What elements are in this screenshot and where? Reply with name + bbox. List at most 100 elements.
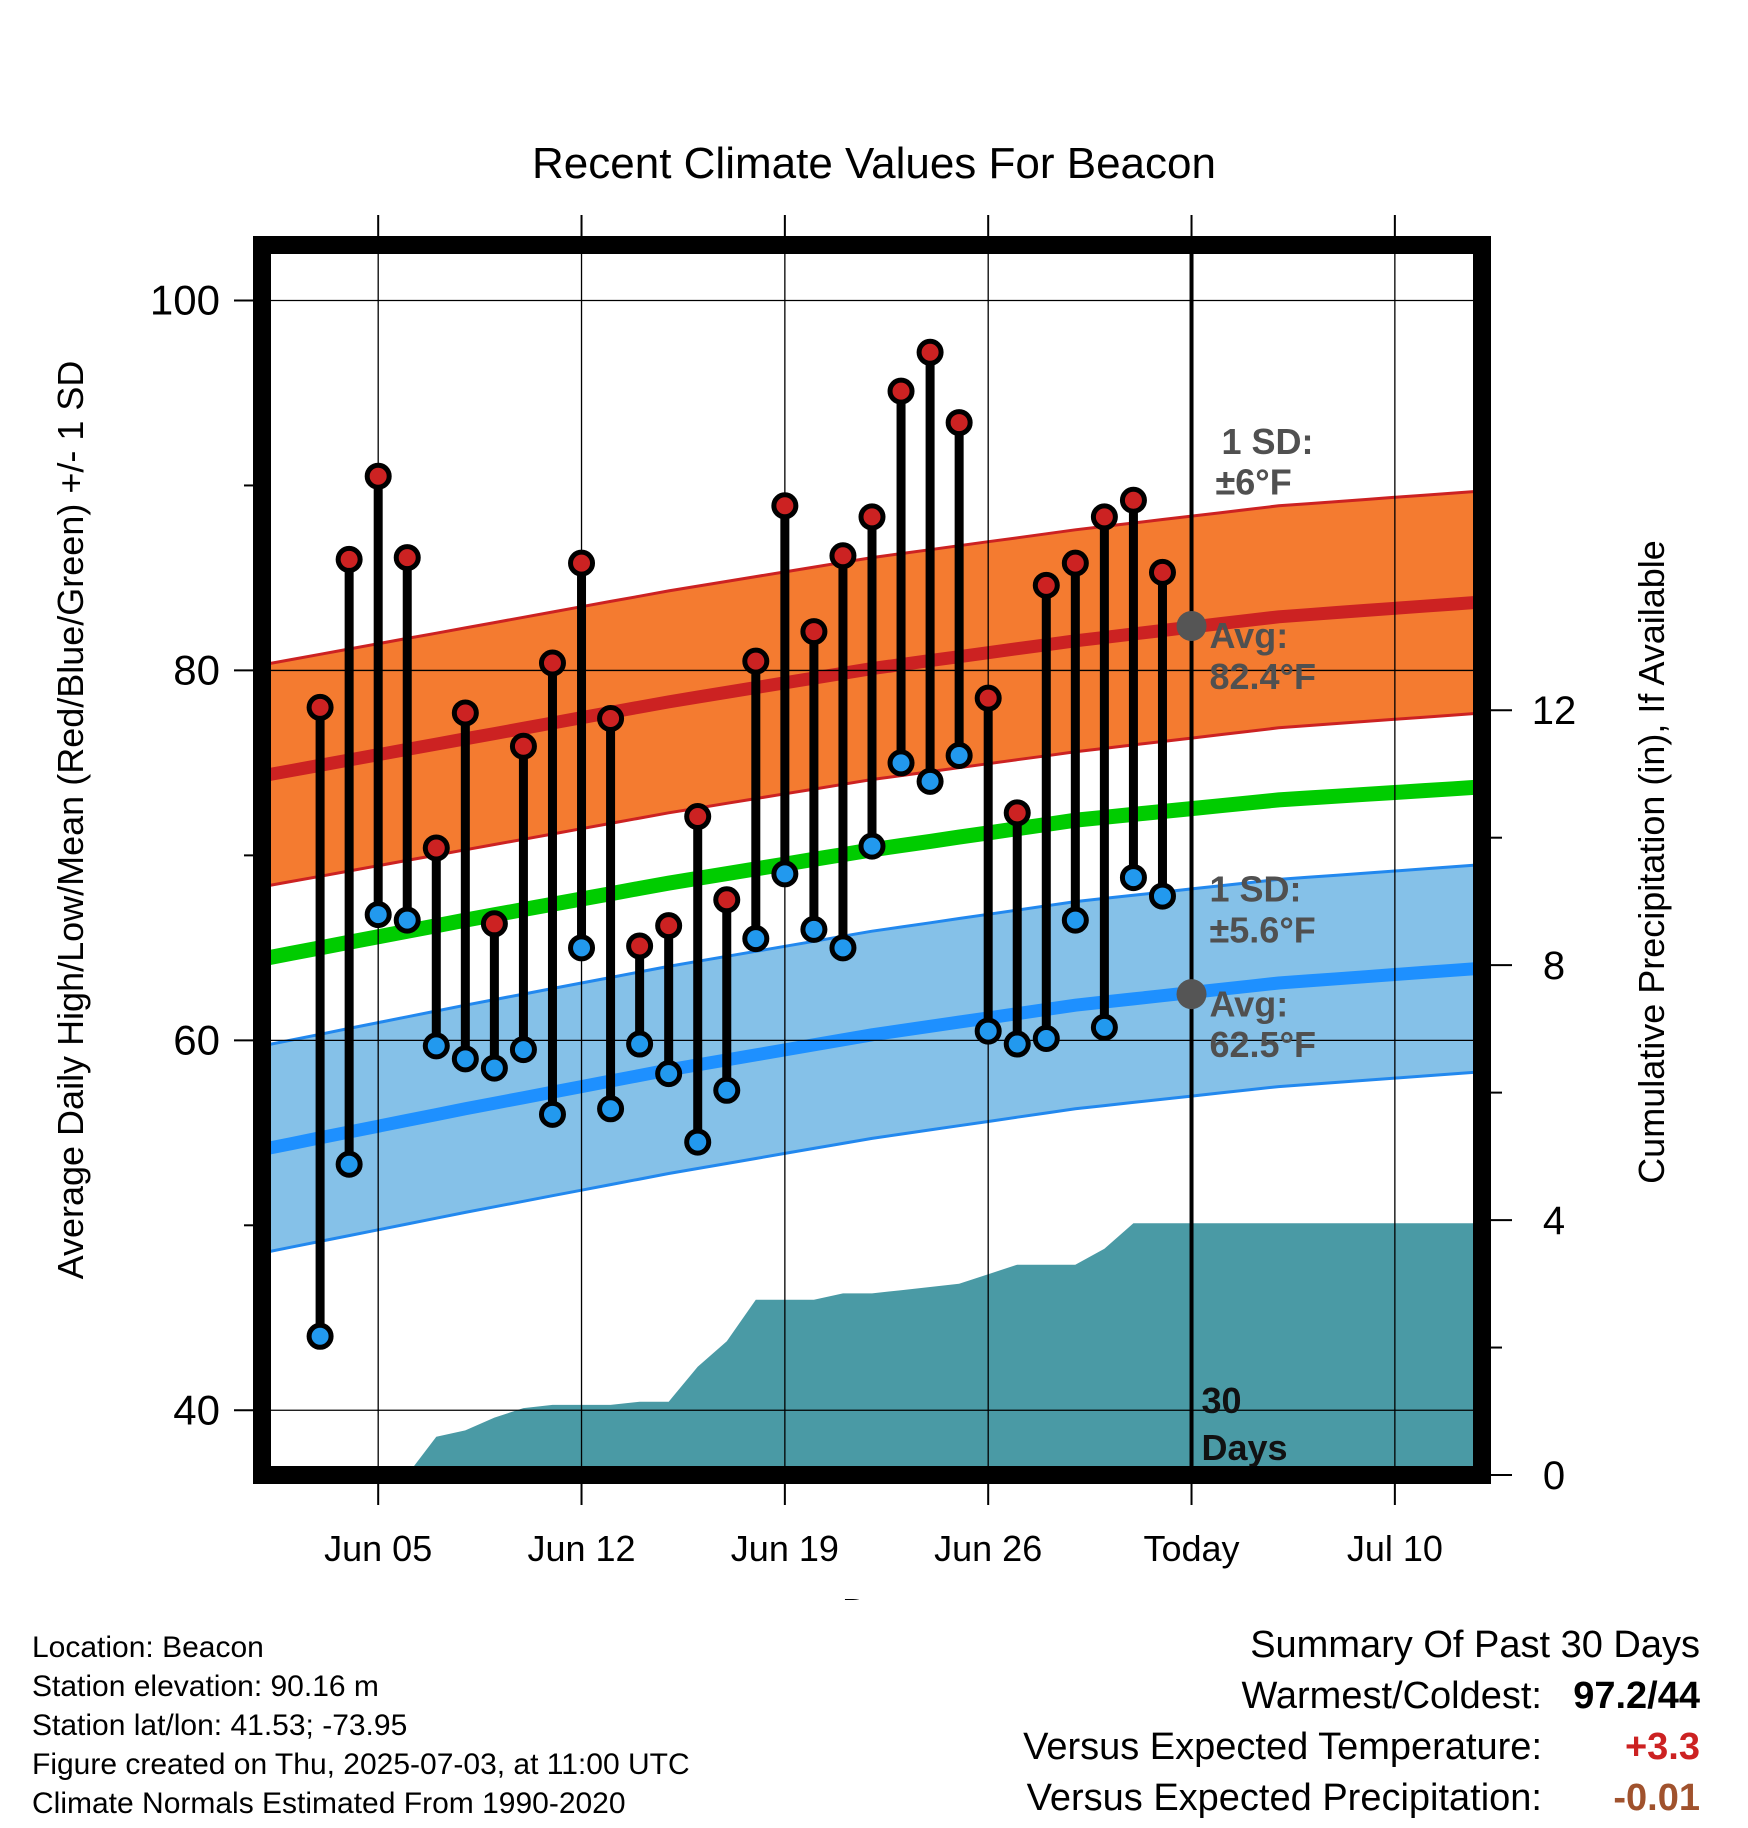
x-axis-label: Day bbox=[842, 1591, 906, 1600]
x-tick-label: Jun 05 bbox=[324, 1528, 432, 1569]
y2-axis-label: Cumulative Precipitation (in), If Availa… bbox=[1631, 540, 1672, 1184]
y2-tick-label: 4 bbox=[1543, 1199, 1565, 1243]
low-point bbox=[1148, 882, 1176, 910]
high-point bbox=[974, 684, 1002, 712]
warmest-label: Warmest/Coldest: bbox=[1241, 1675, 1542, 1717]
high-point bbox=[887, 377, 915, 405]
high-point bbox=[1090, 503, 1118, 531]
low-point bbox=[451, 1045, 479, 1073]
high-point bbox=[597, 705, 625, 733]
high-avg-title: Avg: bbox=[1210, 615, 1289, 656]
high-avg-value: 82.4°F bbox=[1210, 656, 1316, 697]
y-axis-label: Average Daily High/Low/Mean (Red/Blue/Gr… bbox=[50, 361, 91, 1280]
low-point bbox=[1090, 1013, 1118, 1041]
climate-chart: Recent Climate Values For Beacon 1 SD:±6… bbox=[50, 139, 1672, 1600]
high-point bbox=[916, 338, 944, 366]
elevation-text: Station elevation: 90.16 m bbox=[32, 1670, 379, 1703]
low-point bbox=[480, 1054, 508, 1082]
temp-value: +3.3 bbox=[1624, 1726, 1700, 1768]
high-point bbox=[1003, 799, 1031, 827]
low-point bbox=[916, 767, 944, 795]
low-point bbox=[1003, 1030, 1031, 1058]
high-sd-title: 1 SD: bbox=[1222, 421, 1314, 462]
axes: Jun 05 Jun 12 Jun 19 Jun 26 Today Jul 1040608… bbox=[150, 215, 1576, 1569]
created-text: Figure created on Thu, 2025-07-03, at 11… bbox=[32, 1748, 690, 1781]
high-point bbox=[1119, 486, 1147, 514]
plot-content bbox=[262, 245, 1482, 1475]
high-point bbox=[509, 732, 537, 760]
chart-title: Recent Climate Values For Beacon bbox=[532, 139, 1216, 188]
high-point bbox=[480, 910, 508, 938]
y-tick-label: 40 bbox=[173, 1386, 220, 1433]
high-point bbox=[1032, 571, 1060, 599]
high-point bbox=[393, 544, 421, 572]
normal-low-band-lower bbox=[262, 1070, 1482, 1255]
low-point bbox=[626, 1030, 654, 1058]
high-point bbox=[1061, 549, 1089, 577]
y2-tick-label: 8 bbox=[1543, 944, 1565, 988]
low-point bbox=[655, 1060, 683, 1088]
station-info: Location: Beacon Station elevation: 90.1… bbox=[32, 1628, 690, 1823]
summary-temp-row: Versus Expected Temperature: +3.3 bbox=[1023, 1722, 1700, 1773]
high-point bbox=[538, 649, 566, 677]
location-text: Location: Beacon bbox=[32, 1631, 264, 1664]
temp-label: Versus Expected Temperature: bbox=[1023, 1726, 1542, 1768]
low-sd-value: ±5.6°F bbox=[1210, 909, 1316, 950]
today-days-word: Days bbox=[1202, 1427, 1288, 1468]
low-point bbox=[713, 1076, 741, 1104]
high-point bbox=[422, 834, 450, 862]
precipitation-area bbox=[349, 1223, 1482, 1475]
normal-low-band bbox=[262, 864, 1482, 1253]
low-point bbox=[335, 1150, 363, 1178]
high-point bbox=[364, 462, 392, 490]
low-avg-marker bbox=[1176, 979, 1207, 1010]
high-point bbox=[829, 542, 857, 570]
high-point bbox=[800, 618, 828, 646]
low-point bbox=[538, 1100, 566, 1128]
low-point bbox=[742, 925, 770, 953]
high-sd-value: ±6°F bbox=[1216, 462, 1292, 503]
low-point bbox=[829, 934, 857, 962]
y2-tick-label: 12 bbox=[1532, 689, 1577, 733]
summary-panel: Summary Of Past 30 Days Warmest/Coldest:… bbox=[1023, 1620, 1700, 1824]
x-tick-label: Today bbox=[1143, 1528, 1239, 1569]
low-point bbox=[509, 1036, 537, 1064]
low-point bbox=[1061, 906, 1089, 934]
low-point bbox=[306, 1322, 334, 1350]
high-point bbox=[655, 912, 683, 940]
low-point bbox=[800, 915, 828, 943]
y2-tick-label: 0 bbox=[1543, 1454, 1565, 1498]
low-point bbox=[393, 906, 421, 934]
low-point bbox=[364, 901, 392, 929]
low-point bbox=[1032, 1024, 1060, 1052]
low-point bbox=[887, 749, 915, 777]
high-point bbox=[451, 699, 479, 727]
low-point bbox=[771, 860, 799, 888]
low-point bbox=[684, 1128, 712, 1156]
warmest-value: 97.2/44 bbox=[1573, 1675, 1700, 1717]
latlon-text: Station lat/lon: 41.53; -73.95 bbox=[32, 1709, 408, 1742]
high-point bbox=[684, 803, 712, 831]
x-tick-label: Jun 12 bbox=[527, 1528, 635, 1569]
summary-warmest-row: Warmest/Coldest: 97.2/44 bbox=[1023, 1671, 1700, 1722]
low-point bbox=[1119, 864, 1147, 892]
low-point bbox=[422, 1032, 450, 1060]
low-point bbox=[858, 832, 886, 860]
low-sd-title: 1 SD: bbox=[1210, 869, 1302, 910]
normal-low-line bbox=[262, 961, 1482, 1156]
high-point bbox=[626, 932, 654, 960]
plot-frame bbox=[253, 236, 1491, 1484]
high-point bbox=[306, 693, 334, 721]
y-tick-label: 80 bbox=[173, 646, 220, 693]
high-point bbox=[858, 503, 886, 531]
summary-title: Summary Of Past 30 Days bbox=[1250, 1624, 1700, 1666]
low-point bbox=[974, 1017, 1002, 1045]
high-point bbox=[568, 549, 596, 577]
y-tick-label: 100 bbox=[150, 276, 220, 323]
summary-precip-row: Versus Expected Precipitation: -0.01 bbox=[1023, 1773, 1700, 1824]
high-point bbox=[1148, 558, 1176, 586]
x-tick-label: Jun 19 bbox=[731, 1528, 839, 1569]
today-days-number: 30 bbox=[1202, 1380, 1242, 1421]
x-tick-label: Jun 26 bbox=[934, 1528, 1042, 1569]
high-avg-marker bbox=[1176, 611, 1207, 642]
